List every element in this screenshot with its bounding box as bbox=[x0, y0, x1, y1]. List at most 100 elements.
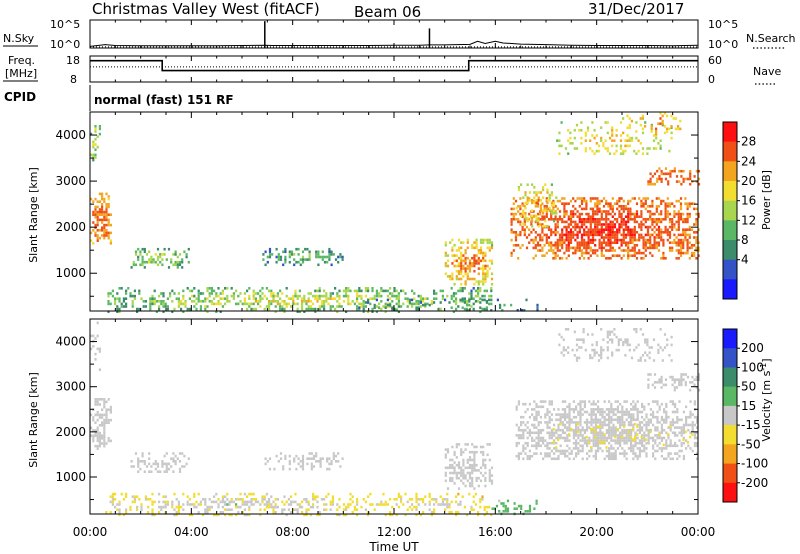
rti-cell bbox=[645, 413, 648, 416]
rti-cell bbox=[323, 307, 326, 311]
rti-cell bbox=[90, 434, 93, 437]
rti-cell bbox=[585, 435, 588, 439]
rti-cell bbox=[464, 484, 467, 488]
rti-cell bbox=[652, 413, 655, 416]
rti-cell bbox=[685, 415, 688, 419]
rti-cell bbox=[660, 449, 663, 453]
rti-cell bbox=[576, 215, 579, 218]
rti-cell bbox=[195, 500, 198, 504]
rti-cell bbox=[631, 238, 634, 242]
rti-cell bbox=[561, 197, 564, 200]
rti-cell bbox=[644, 225, 647, 229]
rti-cell bbox=[444, 298, 447, 302]
rti-cell bbox=[646, 152, 649, 155]
rti-cell bbox=[663, 421, 666, 424]
rti-cell bbox=[103, 434, 106, 437]
rti-cell bbox=[586, 452, 589, 455]
rti-cell bbox=[539, 400, 542, 403]
rti-cell bbox=[594, 231, 597, 234]
rti-cell bbox=[397, 310, 400, 313]
rti-cell bbox=[109, 405, 112, 409]
rti-cell bbox=[101, 203, 104, 206]
rti-cell bbox=[561, 421, 564, 424]
rti-cell bbox=[591, 333, 594, 336]
rti-cell bbox=[660, 180, 663, 183]
rti-cell bbox=[533, 423, 536, 427]
rti-cell bbox=[453, 259, 456, 263]
rti-cell bbox=[684, 251, 687, 255]
rti-cell bbox=[150, 258, 153, 261]
rti-cell bbox=[101, 413, 104, 417]
rti-cell bbox=[125, 508, 128, 511]
rti-cell bbox=[606, 335, 609, 339]
rti-cell bbox=[466, 303, 469, 307]
rti-cell bbox=[546, 431, 549, 435]
rti-cell bbox=[277, 460, 280, 463]
rti-cell bbox=[623, 400, 626, 403]
rti-cell bbox=[579, 405, 582, 409]
rti-cell bbox=[649, 215, 652, 218]
rti-cell bbox=[477, 251, 480, 255]
rti-cell bbox=[663, 333, 667, 336]
rti-cell bbox=[347, 297, 350, 300]
rti-cell bbox=[274, 300, 277, 303]
rti-cell bbox=[386, 305, 389, 308]
rti-cell bbox=[622, 238, 625, 242]
rti-cell bbox=[550, 434, 553, 437]
rti-cell bbox=[94, 205, 97, 209]
rti-cell bbox=[452, 292, 455, 295]
rti-cell bbox=[345, 289, 348, 293]
rti-cell bbox=[389, 511, 392, 514]
rti-cell bbox=[628, 139, 631, 142]
rti-cell bbox=[559, 421, 562, 424]
rti-cell bbox=[664, 210, 667, 213]
rti-cell bbox=[345, 508, 348, 511]
rti-cell bbox=[697, 249, 700, 252]
rti-cell bbox=[246, 289, 249, 293]
rti-cell bbox=[594, 428, 597, 432]
rti-cell bbox=[682, 436, 685, 440]
rti-cell bbox=[321, 250, 324, 254]
rti-cell bbox=[444, 471, 447, 475]
rti-cell bbox=[471, 466, 474, 470]
rti-cell bbox=[662, 244, 665, 247]
rti-cell bbox=[621, 408, 624, 411]
rti-cell bbox=[96, 398, 99, 401]
rti-cell bbox=[264, 462, 267, 466]
rti-cell bbox=[498, 510, 501, 513]
rti-cell bbox=[308, 253, 311, 256]
rti-cell bbox=[693, 434, 696, 437]
rti-cell bbox=[639, 328, 642, 331]
rti-cell bbox=[139, 253, 142, 256]
rti-cell bbox=[450, 511, 453, 514]
rti-cell bbox=[479, 241, 483, 244]
colorbar-tick-label: 50 bbox=[741, 380, 756, 394]
rti-cell bbox=[460, 474, 463, 477]
rti-cell bbox=[567, 241, 570, 244]
rti-cell bbox=[175, 511, 178, 514]
rti-cell bbox=[160, 300, 163, 303]
rti-cell bbox=[590, 418, 593, 422]
rti-cell bbox=[246, 503, 249, 506]
rti-cell bbox=[90, 334, 93, 338]
rti-cell bbox=[185, 462, 188, 466]
rti-cell bbox=[526, 219, 529, 223]
rti-cell bbox=[598, 441, 601, 444]
rti-cell bbox=[576, 210, 579, 213]
rti-cell bbox=[588, 439, 591, 442]
rti-cell bbox=[466, 272, 469, 276]
rti-cell bbox=[284, 260, 287, 264]
rti-cell bbox=[184, 302, 187, 306]
rti-cell bbox=[531, 439, 534, 442]
rti-cell bbox=[307, 500, 310, 504]
rti-cell bbox=[592, 410, 595, 414]
rti-cell bbox=[316, 300, 319, 303]
rti-cell bbox=[629, 233, 632, 237]
rti-cell bbox=[655, 223, 658, 226]
rti-cell bbox=[515, 405, 518, 409]
rti-cell bbox=[178, 263, 182, 267]
rti-cell bbox=[241, 498, 244, 501]
rti-cell bbox=[668, 149, 671, 153]
rti-cell bbox=[451, 238, 454, 242]
rti-cell bbox=[606, 149, 609, 153]
